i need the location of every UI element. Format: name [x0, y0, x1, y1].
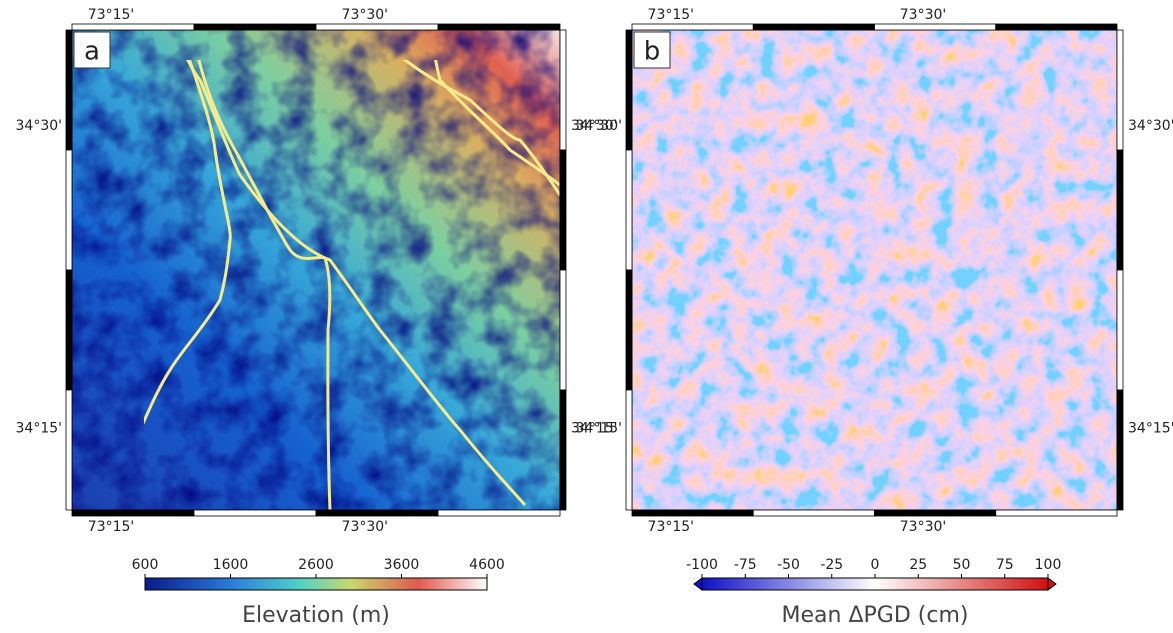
fault-line [144, 60, 232, 425]
frame-seg [1116, 29, 1124, 151]
colorbar [701, 577, 1049, 591]
frame-seg [874, 509, 997, 517]
frame-seg [437, 23, 561, 31]
panel-label-box [633, 31, 671, 69]
frame-seg [559, 269, 567, 391]
colorbar-tick-label: 50 [953, 557, 971, 573]
frame-seg [874, 23, 997, 31]
frame-seg [315, 509, 439, 517]
frame-seg [315, 23, 439, 31]
frame-seg [995, 509, 1118, 517]
frame-seg [752, 509, 875, 517]
fault-line [434, 60, 561, 187]
frame-seg [65, 149, 73, 271]
lat-tick-label: 34°30' [1128, 118, 1173, 134]
lat-tick-label: 34°30' [576, 118, 622, 134]
colorbar [144, 577, 488, 591]
frame-seg [631, 23, 754, 31]
lon-tick-label: 73°30' [900, 7, 946, 23]
frame-seg [752, 23, 875, 31]
frame-seg [193, 509, 317, 517]
elevation-map [72, 30, 560, 510]
colorbar-tick-label: -75 [734, 557, 757, 573]
frame-seg [625, 149, 633, 271]
colorbar-tick-label: -50 [777, 557, 800, 573]
lon-tick-label: 73°15' [88, 519, 134, 535]
lat-tick-label: 34°15' [16, 420, 62, 436]
lat-tick-label: 34°30' [16, 118, 62, 134]
lon-tick-label: 73°30' [342, 7, 388, 23]
colorbar-tick-label: -100 [686, 557, 718, 573]
fault-line [197, 60, 332, 511]
colorbar-arrow [693, 577, 703, 591]
colorbar-tick-label: 600 [132, 557, 159, 573]
frame-seg [1116, 389, 1124, 511]
frame-seg [71, 509, 195, 517]
frame-seg [625, 269, 633, 391]
colorbar-title: Elevation (m) [242, 603, 390, 628]
colorbar-tick-label: 1600 [213, 557, 249, 573]
colorbar-tick-label: 4600 [469, 557, 505, 573]
lon-tick-label: 73°15' [648, 7, 694, 23]
map-panel: b 73°15' 73°15' 73°30' 73°30' 34°30' 34°30' 34°… [576, 7, 1173, 628]
pgd-map [632, 30, 1117, 510]
lat-tick-label: 34°30' [571, 118, 617, 134]
colorbar-tick-label: -25 [820, 557, 843, 573]
lat-tick-label: 34°15' [571, 420, 617, 436]
panel-label: a [84, 37, 100, 67]
fault-lines [144, 60, 562, 511]
frame-seg [559, 389, 567, 511]
lon-tick-label: 73°15' [88, 7, 134, 23]
colorbar-tick-label: 0 [871, 557, 880, 573]
colorbar-tick-label: 3600 [384, 557, 420, 573]
panel-label: b [644, 37, 661, 67]
frame-seg [193, 23, 317, 31]
fault-line [186, 60, 527, 506]
frame-seg [559, 149, 567, 271]
colorbar-tick-label: 75 [996, 557, 1014, 573]
colorbar-tick-label: 25 [909, 557, 927, 573]
frame-seg [65, 29, 73, 151]
frame-seg [625, 29, 633, 151]
frame-seg [65, 269, 73, 391]
maps [72, 30, 1117, 510]
colorbar-title: Mean ΔPGD (cm) [782, 603, 969, 628]
colorbar-tick-label: 100 [1035, 557, 1062, 573]
lat-tick-label: 34°15' [576, 420, 622, 436]
frame-seg [625, 389, 633, 511]
lon-tick-label: 73°15' [648, 519, 694, 535]
colorbar-arrow [1047, 577, 1057, 591]
map-panel: a 73°15' 73°15' 73°30' 73°30' 34°30' 34°30' 34°… [16, 7, 618, 628]
frame-seg [631, 509, 754, 517]
fault-line [402, 60, 562, 196]
lon-tick-label: 73°30' [900, 519, 946, 535]
frame-seg [65, 389, 73, 511]
frame-seg [995, 23, 1118, 31]
frame-seg [437, 509, 561, 517]
lon-tick-label: 73°30' [342, 519, 388, 535]
frame-seg [71, 23, 195, 31]
frame-seg [559, 29, 567, 151]
colorbar-tick-label: 2600 [298, 557, 334, 573]
lat-tick-label: 34°15' [1128, 420, 1173, 436]
frame-seg [1116, 149, 1124, 271]
frame-seg [1116, 269, 1124, 391]
panel-label-box [73, 31, 111, 69]
